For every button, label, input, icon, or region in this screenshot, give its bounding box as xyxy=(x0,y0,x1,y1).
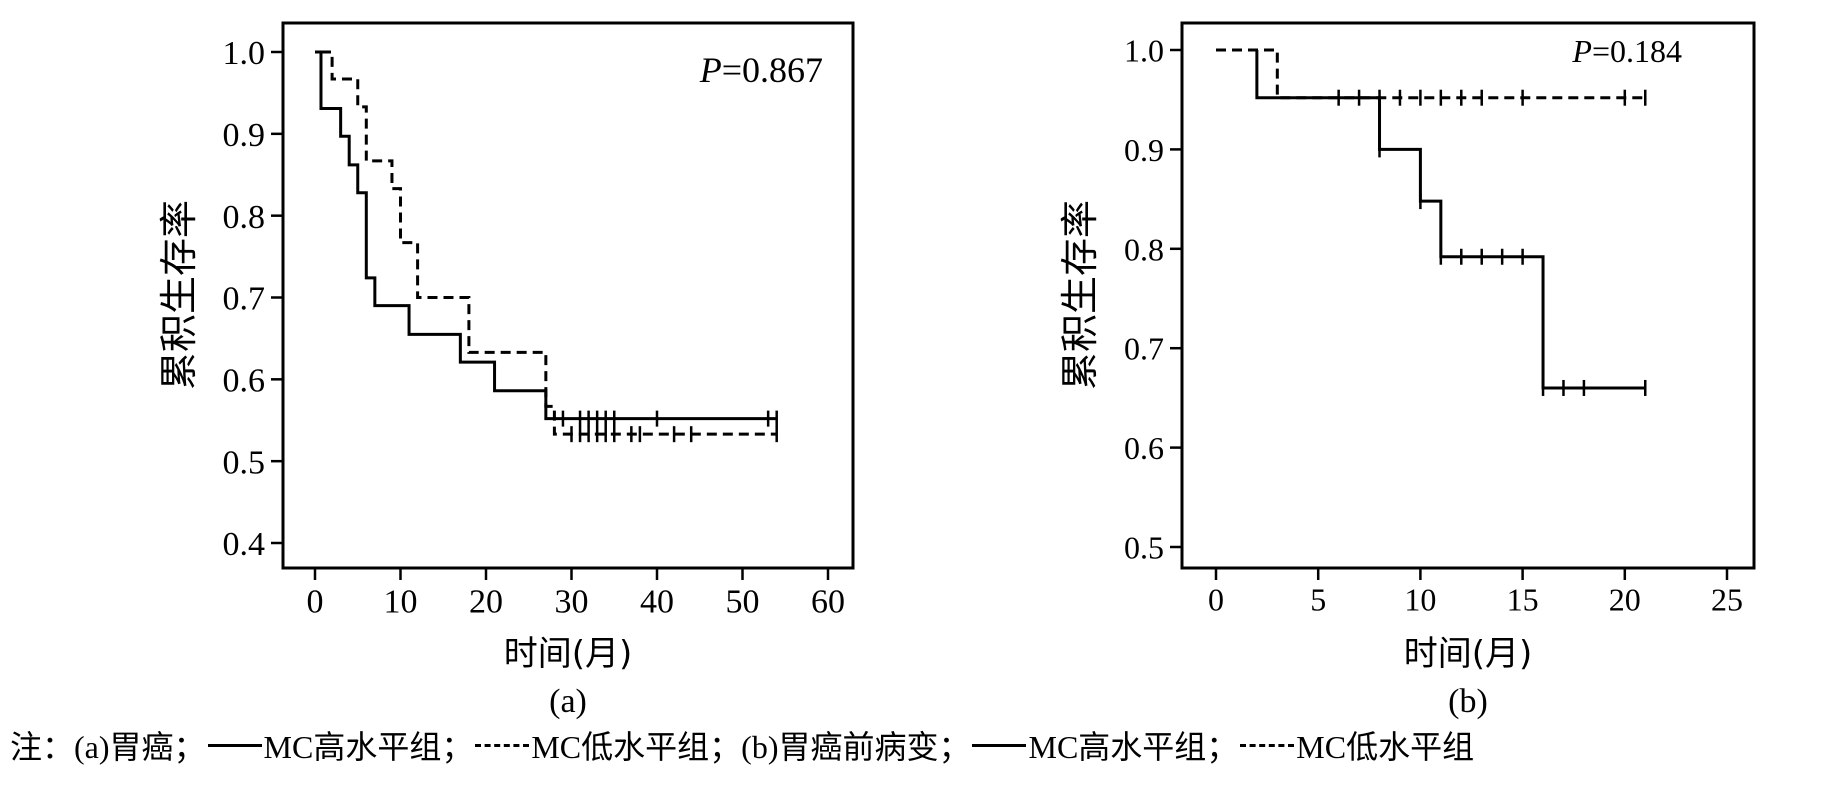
figure: 0.40.50.60.70.80.91.0 0 10 20 30 40 50 60 P=0.… xyxy=(157,21,1756,720)
p-value-b: P=0.184 xyxy=(1571,33,1682,69)
x-tick-label: 60 xyxy=(811,583,845,620)
x-tick-label: 30 xyxy=(555,583,589,620)
x-tick-label: 50 xyxy=(726,583,760,620)
plot-frame-a xyxy=(281,21,855,570)
y-tick-label: 0.6 xyxy=(1124,430,1164,466)
note-b-low: MC低水平组 xyxy=(1296,729,1475,765)
x-tick-label: 20 xyxy=(1609,581,1641,617)
note-b-high: MC高水平组； xyxy=(1028,729,1239,765)
solid-survival-curve xyxy=(1255,50,1646,390)
series-b xyxy=(1216,48,1647,396)
y-ticks-b: 0.5 0.6 0.7 0.8 0.9 1.0 xyxy=(1124,33,1182,566)
note-a-high: MC高水平组； xyxy=(263,729,474,765)
y-tick-label: 0.4 xyxy=(223,526,266,563)
y-tick-label: 0.8 xyxy=(1124,231,1164,267)
note-prefix: 注：(a)胃癌； xyxy=(10,729,206,765)
x-tick-label: 10 xyxy=(384,583,418,620)
note-b-prefix: (b)胃癌前病变； xyxy=(741,729,971,765)
y-tick-label: 0.9 xyxy=(1124,132,1164,168)
legend-solid-line-b xyxy=(972,743,1027,747)
x-tick-label: 0 xyxy=(1208,581,1224,617)
p-value-a: P=0.867 xyxy=(699,50,823,90)
y-tick-label: 0.6 xyxy=(223,363,266,400)
panel-b: 0.5 0.6 0.7 0.8 0.9 1.0 0 5 10 15 20 25 P=0.184 时间… xyxy=(1058,21,1756,720)
x-tick-label: 15 xyxy=(1507,581,1539,617)
y-ticks-a: 0.4 0.5 0.6 0.7 0.8 0.9 1.0 xyxy=(223,35,283,563)
x-tick-label: 20 xyxy=(469,583,503,620)
dashed-survival-curve xyxy=(320,50,777,436)
x-ticks-b: 0 5 10 15 20 25 xyxy=(1208,568,1743,617)
legend-solid-line-a xyxy=(207,743,262,747)
y-tick-label: 0.5 xyxy=(223,444,266,481)
legend-dashed-line-a xyxy=(475,743,530,747)
x-tick-label: 40 xyxy=(640,583,674,620)
x-axis-title-b: 时间(月) xyxy=(1404,634,1533,674)
x-tick-label: 5 xyxy=(1310,581,1326,617)
y-tick-label: 0.9 xyxy=(223,117,266,154)
panel-a: 0.4 0.5 0.6 0.7 0.8 0.9 1.0 0 10 20 30 40 50 60 P=0.… xyxy=(157,21,855,720)
y-tick-label: 0.7 xyxy=(223,281,266,318)
figure-note: 注：(a)胃癌； MC高水平组； MC低水平组；(b)胃癌前病变； MC高水平组； MC… xyxy=(10,722,1474,768)
y-axis-title-a: 累积生存率 xyxy=(157,200,201,390)
x-tick-label: 10 xyxy=(1404,581,1436,617)
y-axis-title-b: 累积生存率 xyxy=(1058,200,1102,390)
x-tick-label: 0 xyxy=(307,583,324,620)
legend-dashed-line-b xyxy=(1240,743,1295,747)
series-a xyxy=(315,50,778,443)
y-tick-label: 1.0 xyxy=(1124,33,1164,69)
panel-label-b: (b) xyxy=(1448,683,1488,720)
panel-label-a: (a) xyxy=(549,683,587,720)
x-tick-label: 25 xyxy=(1711,581,1743,617)
y-tick-label: 0.5 xyxy=(1124,530,1164,566)
x-axis-title-a: 时间(月) xyxy=(504,634,633,674)
y-tick-label: 1.0 xyxy=(223,35,266,72)
y-tick-label: 0.8 xyxy=(223,199,266,236)
solid-survival-curve xyxy=(315,50,777,421)
note-a-low: MC低水平组； xyxy=(531,729,742,765)
x-ticks-a: 0 10 20 30 40 50 60 xyxy=(307,568,845,620)
y-tick-label: 0.7 xyxy=(1124,331,1164,367)
plot-frame-b xyxy=(1180,21,1756,570)
